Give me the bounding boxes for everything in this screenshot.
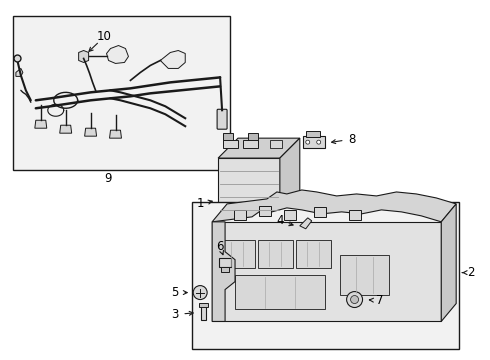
Polygon shape: [35, 120, 47, 128]
Bar: [259, 206, 271, 216]
Polygon shape: [160, 50, 185, 68]
Bar: [221, 267, 229, 272]
Bar: [303, 136, 325, 148]
Polygon shape: [300, 218, 312, 229]
Text: 8: 8: [348, 132, 355, 146]
Bar: [219, 258, 231, 267]
Text: 7: 7: [376, 294, 383, 307]
Polygon shape: [60, 125, 72, 133]
Text: 2: 2: [467, 266, 475, 279]
Bar: [258, 240, 293, 268]
Circle shape: [350, 296, 359, 303]
Bar: [340, 255, 390, 294]
Polygon shape: [218, 138, 300, 158]
Polygon shape: [16, 68, 23, 76]
Bar: [220, 240, 255, 268]
Polygon shape: [78, 50, 89, 62]
Bar: [199, 302, 208, 306]
Circle shape: [317, 140, 321, 144]
Bar: [201, 305, 206, 320]
Bar: [243, 140, 258, 148]
Bar: [248, 133, 258, 145]
Text: 1: 1: [196, 197, 204, 210]
Text: 5: 5: [172, 286, 179, 299]
Circle shape: [193, 285, 207, 300]
Text: 10: 10: [97, 30, 112, 43]
Text: 4: 4: [276, 214, 284, 228]
Circle shape: [306, 140, 310, 144]
Bar: [296, 240, 331, 268]
Bar: [284, 210, 296, 220]
Polygon shape: [218, 158, 280, 226]
Polygon shape: [106, 45, 128, 63]
Bar: [235, 275, 325, 310]
Bar: [192, 202, 459, 349]
Polygon shape: [212, 190, 456, 222]
Polygon shape: [212, 222, 441, 321]
Polygon shape: [85, 128, 97, 136]
Polygon shape: [110, 130, 122, 138]
Bar: [270, 140, 282, 148]
Bar: [223, 133, 233, 145]
Polygon shape: [280, 138, 300, 226]
Polygon shape: [212, 222, 235, 321]
Bar: [234, 210, 246, 220]
Bar: [314, 207, 326, 217]
Bar: [223, 140, 238, 148]
Circle shape: [346, 292, 363, 307]
Polygon shape: [441, 204, 456, 321]
Bar: [306, 131, 319, 137]
Text: 6: 6: [217, 240, 224, 253]
Text: 3: 3: [172, 308, 179, 321]
Bar: [348, 210, 361, 220]
Text: 9: 9: [104, 171, 111, 185]
Bar: [13, 15, 230, 170]
FancyBboxPatch shape: [217, 109, 227, 129]
